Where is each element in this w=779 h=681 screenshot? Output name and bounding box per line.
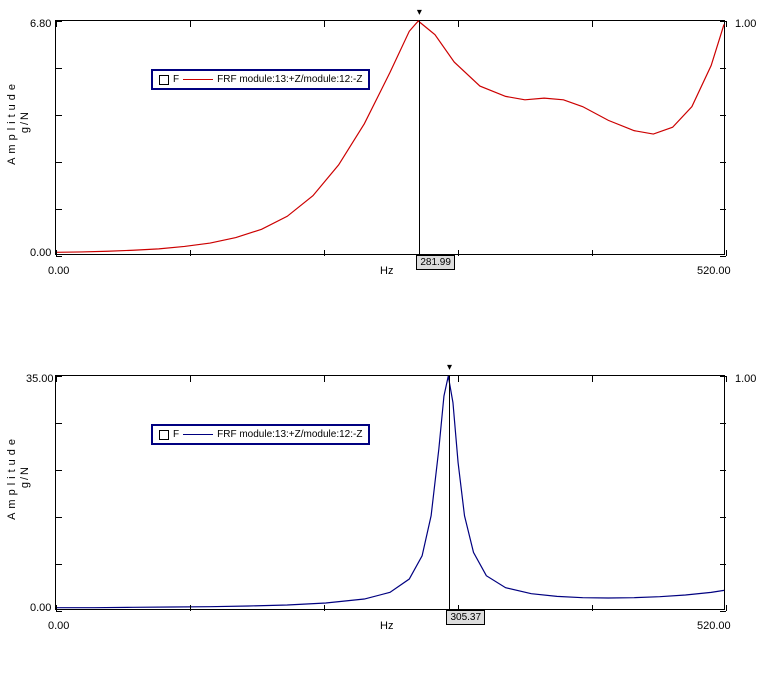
y-right-max: 1.00 xyxy=(735,18,756,30)
x-max: 520.00 xyxy=(697,265,731,277)
peak-value-box-bottom: 305.37 xyxy=(446,610,485,625)
peak-value-box-top: 281.99 xyxy=(416,255,455,270)
y-left-axis-unit: g/N xyxy=(19,465,31,488)
legend-line-icon xyxy=(183,79,213,80)
x-axis-title: Hz xyxy=(380,265,393,277)
y-left-min: 0.00 xyxy=(30,247,51,259)
plot-area-top: ▾ F FRF module:13:+Z/module:12:-Z xyxy=(55,20,725,255)
legend-marker-icon xyxy=(159,430,169,440)
peak-arrow-icon: ▾ xyxy=(447,362,452,373)
peak-value-label: 305.37 xyxy=(450,612,481,623)
peak-cursor-top xyxy=(419,21,420,256)
x-axis-title: Hz xyxy=(380,620,393,632)
legend-text: FRF module:13:+Z/module:12:-Z xyxy=(217,74,362,85)
curve-bottom xyxy=(56,376,724,609)
legend-prefix: F xyxy=(173,429,179,440)
y-left-axis-unit: g/N xyxy=(19,110,31,133)
y-left-max: 35.00 xyxy=(26,373,54,385)
x-max: 520.00 xyxy=(697,620,731,632)
y-left-axis-title: Amplitude xyxy=(6,435,18,520)
x-min: 0.00 xyxy=(48,265,69,277)
peak-value-label: 281.99 xyxy=(420,257,451,268)
peak-arrow-icon: ▾ xyxy=(417,7,422,18)
y-left-min: 0.00 xyxy=(30,602,51,614)
legend-text: FRF module:13:+Z/module:12:-Z xyxy=(217,429,362,440)
legend-line-icon xyxy=(183,434,213,435)
legend-prefix: F xyxy=(173,74,179,85)
peak-cursor-bottom xyxy=(449,376,450,611)
y-left-max: 6.80 xyxy=(30,18,51,30)
legend-marker-icon xyxy=(159,75,169,85)
legend-box-top: F FRF module:13:+Z/module:12:-Z xyxy=(151,69,370,90)
legend-box-bottom: F FRF module:13:+Z/module:12:-Z xyxy=(151,424,370,445)
plot-area-bottom: ▾ F FRF module:13:+Z/module:12:-Z xyxy=(55,375,725,610)
curve-top xyxy=(56,21,724,254)
y-right-max: 1.00 xyxy=(735,373,756,385)
x-min: 0.00 xyxy=(48,620,69,632)
y-left-axis-title: Amplitude xyxy=(6,80,18,165)
